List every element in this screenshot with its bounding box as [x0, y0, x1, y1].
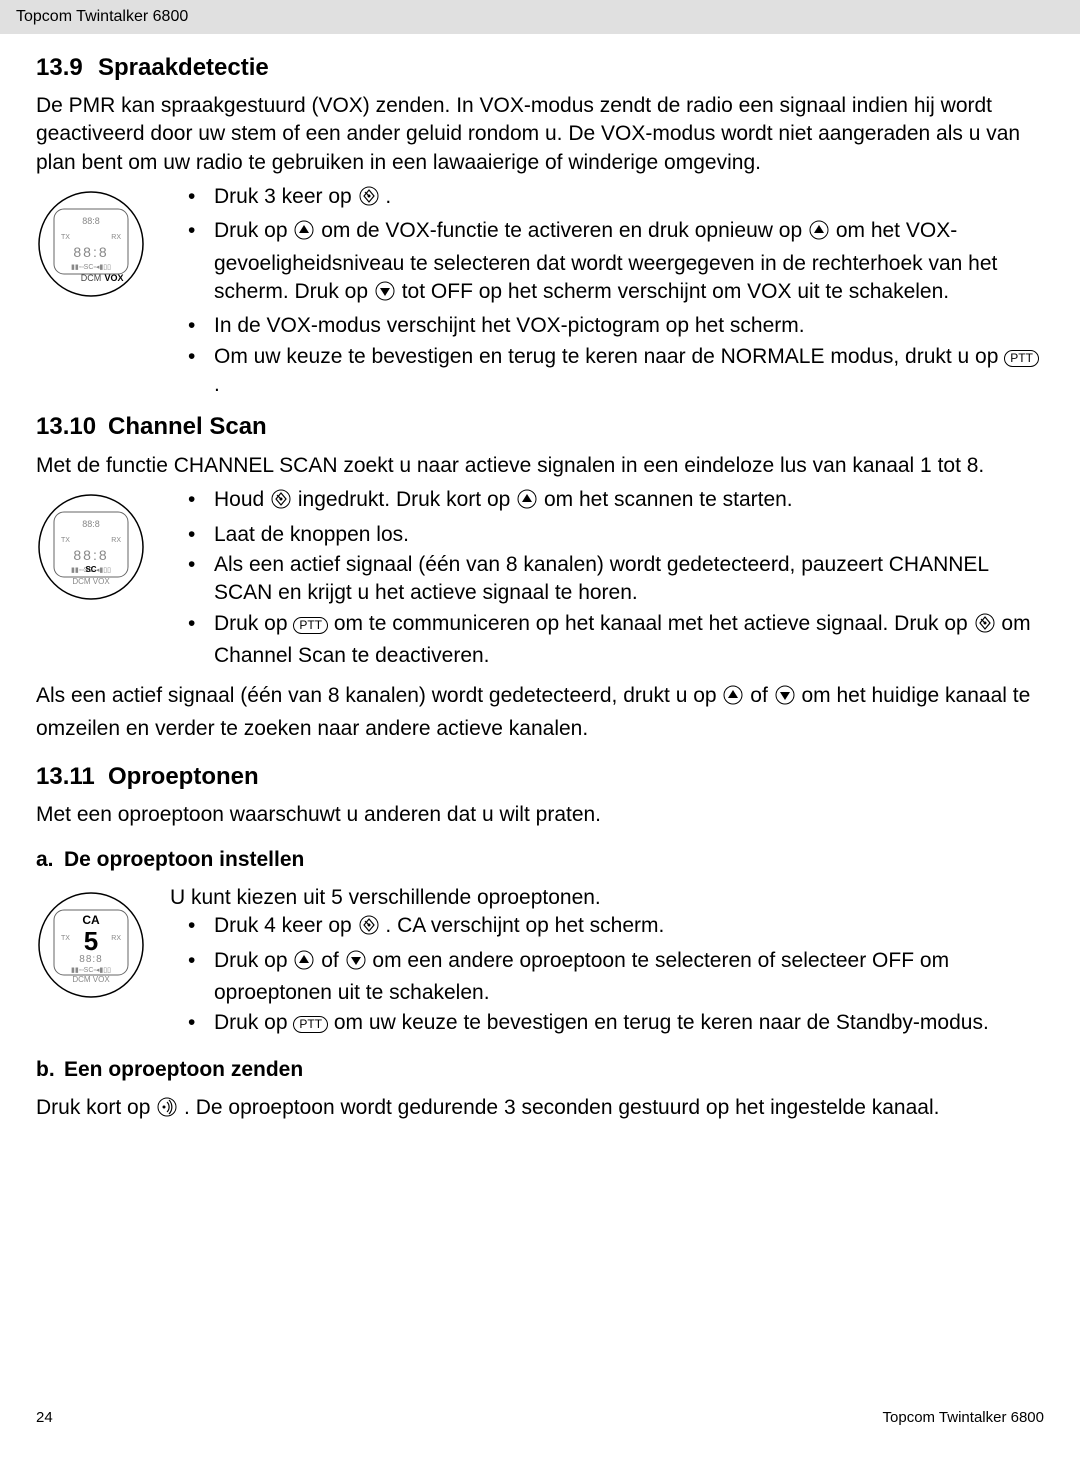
svg-text:RX: RX [111, 935, 121, 942]
svg-text:88:8: 88:8 [79, 954, 102, 965]
list-item: Druk 4 keer op . CA verschijnt op het sc… [170, 912, 1044, 944]
lcd-ca: CA TX RX 5 88:8 ▮▮◦▫SC▫◂▮▯▯ DCM VOX [36, 890, 156, 1008]
menu-icon [270, 488, 292, 518]
s1311-b-text: Druk kort op . De oproeptoon wordt gedur… [36, 1094, 1044, 1126]
list-item: Laat de knoppen los. [170, 521, 1044, 549]
lcd-sc: SC DCM VOX [36, 492, 156, 610]
section-num: 13.9 [36, 52, 98, 84]
ptt-icon: PTT [293, 617, 328, 634]
list-item: In de VOX-modus verschijnt het VOX-picto… [170, 312, 1044, 340]
section-heading: Spraakdetectie [98, 54, 269, 81]
menu-icon [974, 612, 996, 642]
menu-icon [358, 914, 380, 944]
section-num: 13.10 [36, 411, 108, 443]
lcd-vox: DCM VOX [36, 189, 156, 307]
section-num: 13.11 [36, 761, 108, 793]
s139-intro: De PMR kan spraakgestuurd (VOX) zenden. … [36, 92, 1044, 177]
header-bar: Topcom Twintalker 6800 [0, 0, 1080, 34]
footer-brand: Topcom Twintalker 6800 [883, 1408, 1044, 1428]
svg-text:DCM VOX: DCM VOX [72, 975, 110, 984]
list-item: Als een actief signaal (één van 8 kanale… [170, 551, 1044, 608]
up-icon [293, 949, 315, 979]
section-heading: Channel Scan [108, 413, 267, 440]
s1310-block: SC DCM VOX Houd ingedrukt. Druk kort op … [36, 486, 1044, 672]
page-number: 24 [36, 1408, 53, 1428]
up-icon [722, 684, 744, 714]
s1311-b-heading: b.Een oproeptoon zenden [36, 1056, 1044, 1084]
section-13-10-title: 13.10Channel Scan [36, 411, 1044, 443]
up-icon [808, 219, 830, 249]
list-item: Druk op om de VOX-functie te activeren e… [170, 217, 1044, 310]
section-13-9-title: 13.9Spraakdetectie [36, 52, 1044, 84]
down-icon [374, 280, 396, 310]
page-footer: 24 Topcom Twintalker 6800 [36, 1408, 1044, 1428]
list-item: Druk 3 keer op . [170, 183, 1044, 215]
s139-list: Druk 3 keer op . Druk op om de VOX-funct… [170, 183, 1044, 401]
s139-block: DCM VOX Druk 3 keer op . Druk op om de V… [36, 183, 1044, 401]
up-icon [293, 219, 315, 249]
list-item: Druk op of om een andere oproeptoon te s… [170, 947, 1044, 1008]
down-icon [345, 949, 367, 979]
call-icon [156, 1096, 178, 1126]
ptt-icon: PTT [1004, 350, 1039, 367]
svg-text:TX: TX [61, 935, 70, 942]
svg-text:DCM VOX: DCM VOX [72, 577, 110, 586]
s1311-intro: Met een oproeptoon waarschuwt u anderen … [36, 801, 1044, 829]
list-item: Om uw keuze te bevestigen en terug te ke… [170, 343, 1044, 400]
s1311-a-block: CA TX RX 5 88:8 ▮▮◦▫SC▫◂▮▯▯ DCM VOX U ku… [36, 884, 1044, 1040]
svg-text:5: 5 [84, 926, 98, 956]
svg-text:VOX: VOX [104, 273, 123, 283]
ptt-icon: PTT [293, 1016, 328, 1033]
section-13-11-title: 13.11Oproeptonen [36, 761, 1044, 793]
svg-text:SC: SC [85, 565, 96, 574]
s1311-a-lead: U kunt kiezen uit 5 verschillende oproep… [170, 884, 1044, 912]
s1310-outro: Als een actief signaal (één van 8 kanale… [36, 682, 1044, 743]
svg-text:▮▮◦▫SC▫◂▮▯▯: ▮▮◦▫SC▫◂▮▯▯ [71, 967, 111, 974]
list-item: Houd ingedrukt. Druk kort op om het scan… [170, 486, 1044, 518]
page-content: 13.9Spraakdetectie De PMR kan spraakgest… [0, 52, 1080, 1127]
menu-icon [358, 185, 380, 215]
up-icon [516, 488, 538, 518]
list-item: Druk op PTT om uw keuze te bevestigen en… [170, 1009, 1044, 1037]
svg-text:DCM: DCM [81, 273, 102, 283]
s1311-a-heading: a.De oproeptoon instellen [36, 846, 1044, 874]
s1310-list: Houd ingedrukt. Druk kort op om het scan… [170, 486, 1044, 672]
down-icon [774, 684, 796, 714]
section-heading: Oproeptonen [108, 763, 259, 790]
s1311-a-list: Druk 4 keer op . CA verschijnt op het sc… [170, 912, 1044, 1037]
s1310-intro: Met de functie CHANNEL SCAN zoekt u naar… [36, 452, 1044, 480]
svg-text:CA: CA [82, 913, 100, 927]
list-item: Druk op PTT om te communiceren op het ka… [170, 610, 1044, 671]
